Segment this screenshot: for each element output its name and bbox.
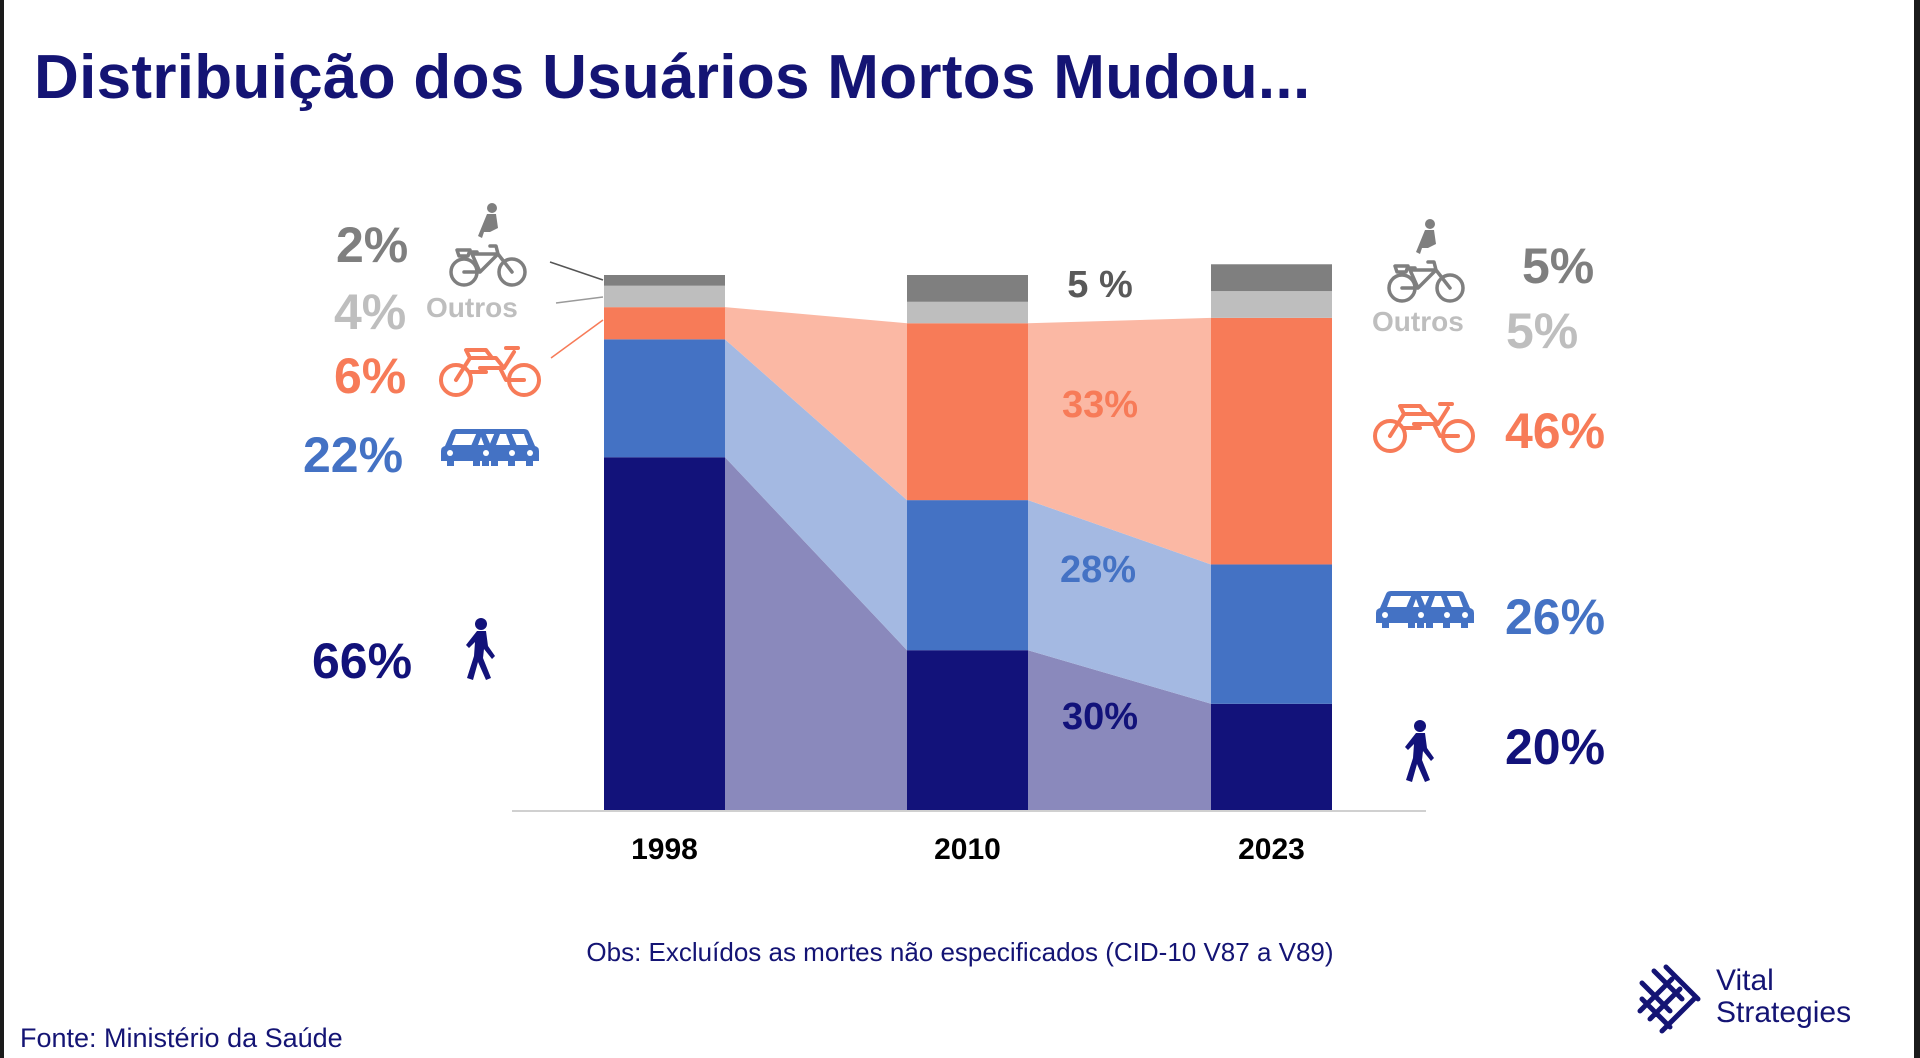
left-label-moto: 6% [334,348,406,404]
band-pedestres-2010-2023 [1028,650,1211,811]
x-tick-1998: 1998 [631,833,698,866]
middle-label-pedestrian: 30% [1062,696,1138,738]
right-bicycle-rider-icon [1416,219,1436,254]
leader-line-outros [555,296,604,304]
bar-2023-bicicletas [1211,264,1332,292]
bar-1998-outros [604,285,725,308]
right-window-edge [1914,0,1920,1058]
right-label-pedestrian: 20% [1505,719,1605,775]
footnote: Obs: Excluídos as mortes não especificad… [586,937,1334,967]
bar-2023-carros [1211,564,1332,704]
x-tick-2023: 2023 [1238,833,1305,866]
right-motorcycle-icon [1373,402,1475,453]
right-label-moto: 46% [1505,403,1605,459]
bar-2010-outros [907,301,1028,324]
bar-2010-carros [907,500,1028,651]
bar-2010-pedestres [907,650,1028,811]
bar-2023-pedestres [1211,703,1332,811]
left-outros-text: Outros [426,292,518,323]
slide-title: Distribuição dos Usuários Mortos Mudou..… [34,43,1311,112]
bar-1998-motos [604,307,725,340]
bar-2010-bicicletas [907,275,1028,302]
bar-2023-outros [1211,291,1332,318]
bicycle-rider-icon [478,203,498,238]
source-text: Fonte: Ministério da Saúde [20,1023,343,1053]
right-pedestrian-icon [1405,720,1434,782]
bicycle-icon [449,244,527,287]
right-label-bicycle: 5% [1522,238,1594,294]
middle-label-moto: 33% [1062,384,1138,426]
right-label-car: 26% [1505,589,1605,645]
logo-text-line1: Vital [1716,964,1774,997]
band-motos-1998-2010 [725,307,907,501]
left-label-bicycle: 2% [336,217,408,273]
right-label-outros: 5% [1506,303,1578,359]
band-carros-1998-2010 [725,339,907,651]
leader-line-bicycle [549,261,604,281]
right-cars-icon [1376,591,1474,628]
left-label-outros: 4% [334,284,406,340]
motorcycle-icon [439,346,541,397]
leader-line-moto [550,319,604,359]
band-motos-2010-2023 [1028,317,1211,565]
cars-icon [441,429,539,466]
band-carros-2010-2023 [1028,500,1211,704]
bar-1998-pedestres [604,457,725,811]
band-pedestres-1998-2010 [725,457,907,811]
right-outros-text: Outros [1372,306,1464,337]
pedestrian-icon [466,618,495,680]
bar-2010-motos [907,323,1028,501]
logo-text-line2: Strategies [1716,996,1852,1029]
x-tick-2010: 2010 [934,833,1001,866]
bar-2023-motos [1211,317,1332,565]
logo-mark-icon [1637,964,1701,1034]
right-bicycle-icon [1387,260,1465,303]
bar-1998-bicicletas [604,275,725,286]
middle-label-top: 5 % [1067,264,1132,306]
middle-label-car: 28% [1060,549,1136,591]
left-window-edge [0,0,4,1058]
left-label-pedestrian: 66% [312,633,412,689]
left-label-car: 22% [303,427,403,483]
vital-strategies-logo: Vital Strategies [1636,963,1866,1043]
bar-1998-carros [604,339,725,458]
